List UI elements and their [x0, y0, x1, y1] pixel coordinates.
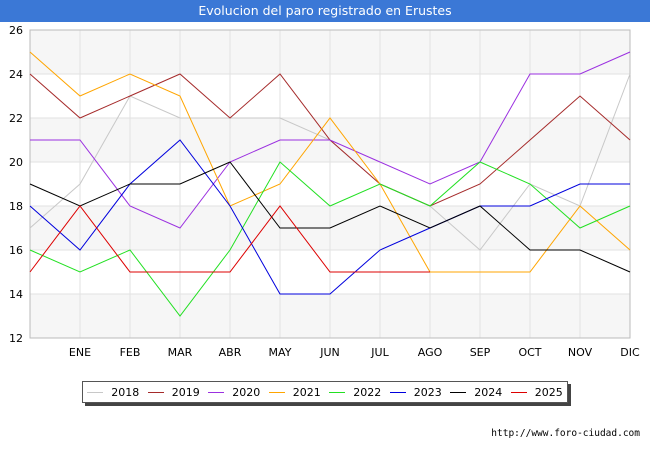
legend: 2018 2019 2020 2021 2022 2023 2024 2025 [82, 381, 568, 403]
legend-swatch [87, 391, 104, 393]
x-tick-label: MAR [168, 346, 193, 359]
x-tick-label: JUL [370, 346, 389, 359]
legend-swatch [450, 391, 467, 393]
legend-item-2020: 2020 [208, 386, 260, 399]
source-url: http://www.foro-ciudad.com [491, 428, 640, 439]
y-tick-label: 14 [9, 288, 23, 301]
y-tick-label: 26 [9, 24, 23, 37]
series-line-2020 [30, 51, 631, 229]
x-tick-label: MAY [269, 346, 292, 359]
series-line-2021 [29, 51, 631, 273]
legend-swatch [208, 391, 225, 393]
legend-item-2019: 2019 [147, 385, 200, 399]
y-tick-label: 22 [9, 112, 23, 125]
legend-item-2018: 2018 [87, 386, 139, 399]
y-tick-label: 12 [9, 332, 23, 345]
y-tick-label: 24 [9, 68, 23, 81]
series-line-2025 [29, 205, 430, 273]
x-tick-label: ENE [69, 346, 91, 359]
y-axis-ticks: 12 14 16 18 20 22 24 26 [9, 24, 23, 345]
legend-label: 2023 [413, 385, 442, 399]
chart-title: Evolucion del paro registrado en Erustes [0, 0, 650, 22]
legend-swatch [510, 391, 527, 393]
series-lines [29, 51, 631, 317]
x-tick-label: ABR [219, 346, 242, 359]
legend-swatch [268, 391, 285, 393]
y-tick-label: 18 [9, 200, 23, 213]
x-tick-label: SEP [470, 346, 491, 359]
x-tick-label: JUN [319, 346, 340, 359]
legend-label: 2019 [171, 385, 200, 399]
x-axis-ticks: ENE FEB MAR ABR MAY JUN JUL AGO SEP OCT NOV DIC [69, 346, 640, 359]
x-tick-label: DIC [620, 346, 640, 359]
y-tick-label: 16 [9, 244, 23, 257]
legend-swatch [329, 391, 346, 393]
legend-swatch [147, 391, 164, 393]
legend-item-2021: 2021 [268, 385, 321, 399]
legend-label: 2025 [534, 385, 563, 399]
x-tick-label: OCT [518, 346, 541, 359]
legend-item-2025: 2025 [510, 385, 563, 399]
legend-label: 2018 [111, 385, 140, 399]
legend-label: 2021 [292, 385, 321, 399]
legend-swatch [389, 391, 406, 393]
series-line-2024 [29, 161, 631, 273]
legend-label: 2020 [232, 385, 261, 399]
x-tick-label: NOV [568, 346, 593, 359]
y-tick-label: 20 [9, 156, 23, 169]
x-tick-label: AGO [418, 346, 443, 359]
x-tick-label: FEB [120, 346, 141, 359]
legend-label: 2024 [474, 385, 503, 399]
series-line-2022 [29, 161, 631, 317]
legend-item-2024: 2024 [450, 386, 502, 399]
legend-item-2022: 2022 [329, 386, 381, 399]
legend-item-2023: 2023 [389, 385, 442, 399]
legend-label: 2022 [353, 385, 382, 399]
